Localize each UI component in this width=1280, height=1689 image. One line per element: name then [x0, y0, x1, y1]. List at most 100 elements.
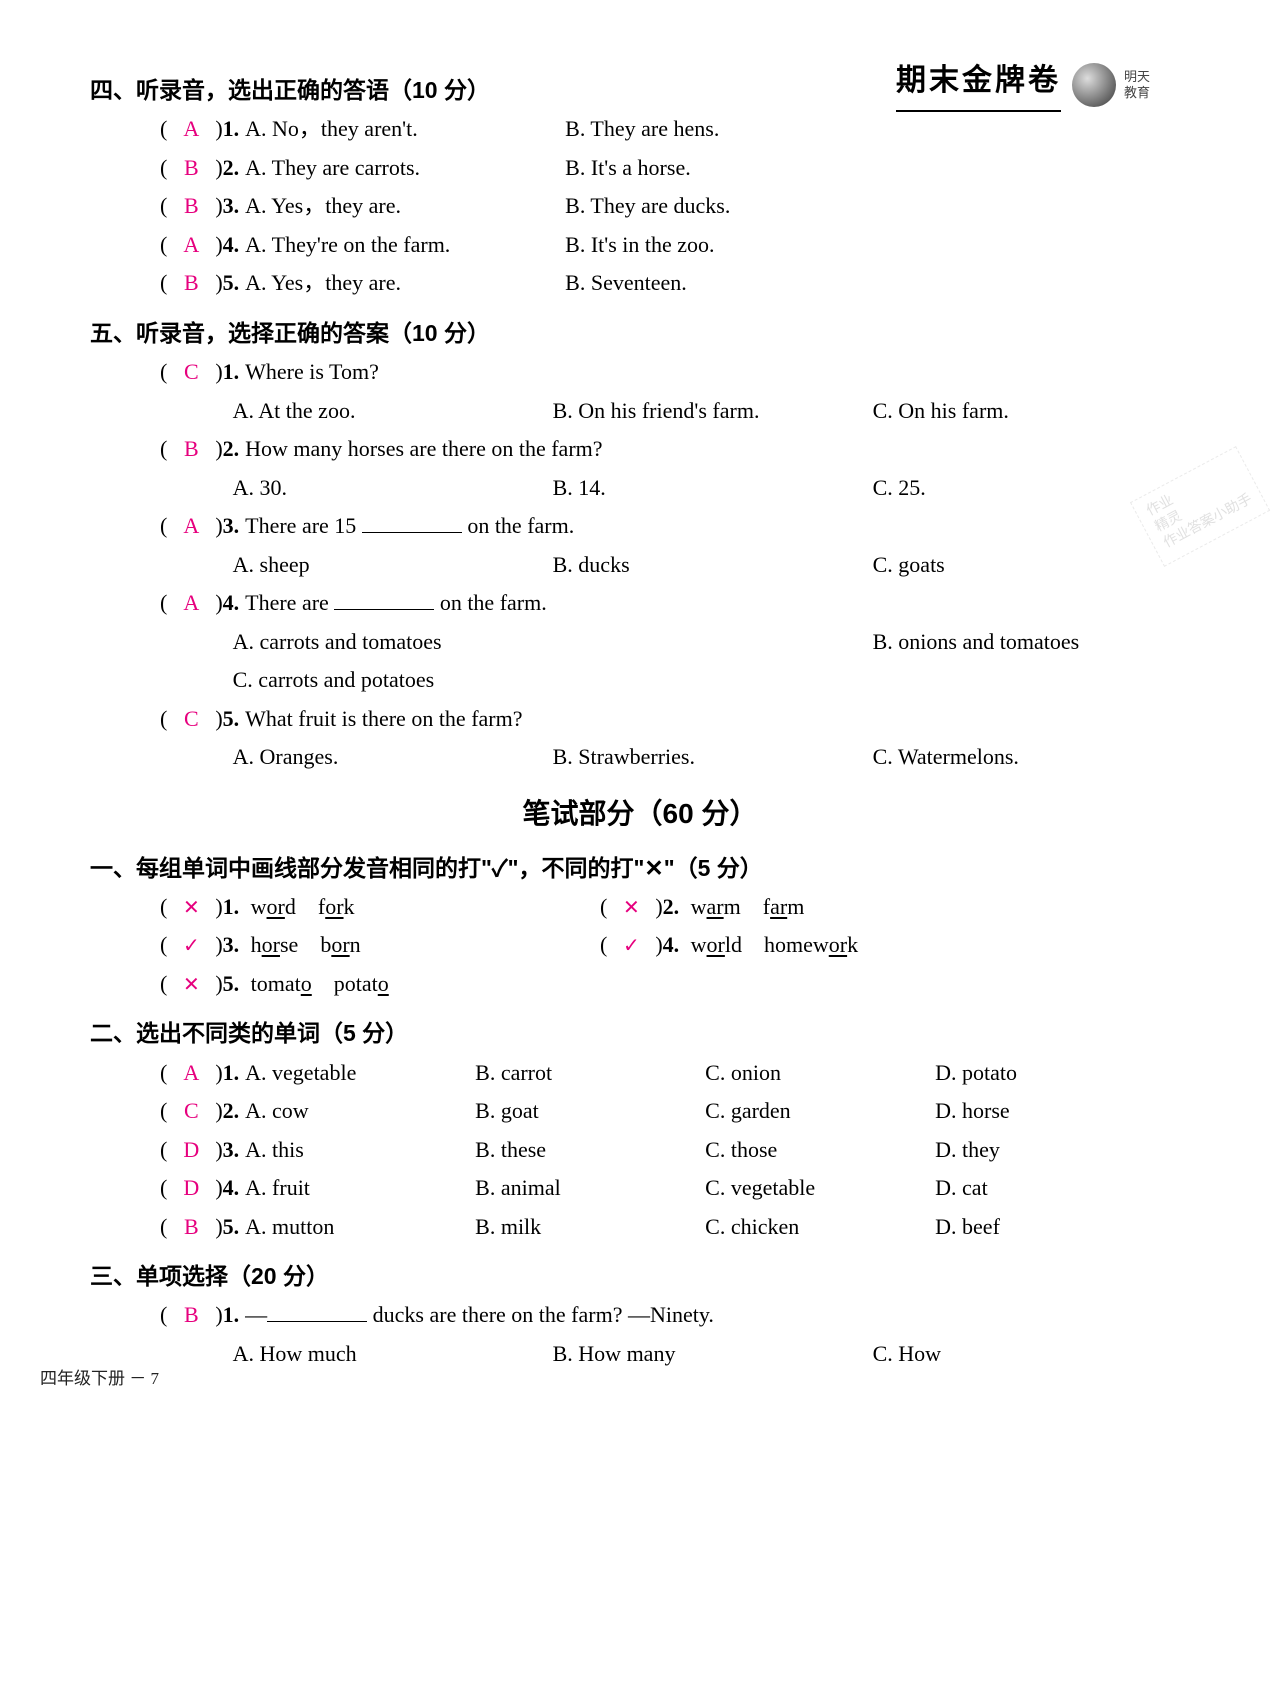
- answer: A: [178, 584, 204, 623]
- answer: C: [178, 1092, 204, 1131]
- blank: [362, 511, 462, 533]
- question-number: 2.: [663, 894, 680, 919]
- section5-list: ( C )1.Where is Tom?( A )1.A. At the zoo…: [90, 353, 1190, 777]
- option-c: C. those: [705, 1131, 935, 1170]
- paren: (: [160, 700, 178, 739]
- cross-icon: ✕: [623, 897, 640, 919]
- answer: ✕: [618, 888, 644, 927]
- paren: (: [160, 149, 178, 188]
- option-d: D. potato: [935, 1054, 1165, 1093]
- list-item: ( D )4.A. fruitB. animalC. vegetableD. c…: [90, 1169, 1190, 1208]
- options: A. sheepB. ducksC. goats: [233, 546, 1193, 585]
- brand-logo-dot: [1072, 63, 1116, 107]
- list-item: ( A )1.A. vegetableB. carrotC. onionD. p…: [90, 1054, 1190, 1093]
- list-item: ( ✕ )5. tomato potato: [90, 965, 1190, 1004]
- paren: ): [204, 1092, 222, 1131]
- answer: ✕: [178, 888, 204, 927]
- paren: ): [204, 110, 222, 149]
- option-b: B. They are hens.: [565, 110, 885, 149]
- brand-sub2: 教育: [1124, 85, 1150, 100]
- list-item: ( A )1.A. No，they aren't.B. They are hen…: [90, 110, 1190, 149]
- option-b: B. Strawberries.: [553, 738, 873, 777]
- paren: (: [160, 1131, 178, 1170]
- pair-left: ( ✓ )3. horse born: [160, 926, 600, 965]
- options: A. They're on the farm.B. It's in the zo…: [245, 226, 1190, 265]
- option-b: B. It's a horse.: [565, 149, 885, 188]
- list-item: ( C )5.What fruit is there on the farm?: [90, 700, 1190, 739]
- option-a: A. mutton: [245, 1208, 475, 1247]
- paren: (: [160, 353, 178, 392]
- blank: [267, 1300, 367, 1322]
- pair-left: ( ✕ )1. word fork: [160, 888, 600, 927]
- w3-list: ( B )1.— ducks are there on the farm? —N…: [90, 1296, 1190, 1373]
- question-text: — ducks are there on the farm? —Ninety.: [245, 1296, 1190, 1335]
- paren: ): [204, 700, 222, 739]
- option-b: B. 14.: [553, 469, 873, 508]
- paren: (: [160, 264, 178, 303]
- answer: B: [178, 430, 204, 469]
- answer: A: [178, 110, 204, 149]
- paren: ): [204, 1131, 222, 1170]
- answer: B: [178, 1296, 204, 1335]
- word2: fork: [318, 894, 355, 919]
- option-a: A. sheep: [233, 546, 553, 585]
- answer: ✓: [618, 926, 644, 965]
- list-item: ( ✓ )3. horse born( ✓ )4. world homework: [90, 926, 1190, 965]
- option-c: C. On his farm.: [873, 392, 1193, 431]
- question-number: 1.: [223, 1054, 240, 1093]
- answer: ✓: [178, 926, 204, 965]
- brand-title: 期末金牌卷: [896, 55, 1061, 112]
- question-number: 3.: [223, 507, 240, 546]
- paren: ): [204, 264, 222, 303]
- option-a: A. 30.: [233, 469, 553, 508]
- paren: ): [204, 971, 222, 996]
- options: A. 30.B. 14.C. 25.: [233, 469, 1193, 508]
- list-item: ( B )3.A. Yes，they are.B. They are ducks…: [90, 187, 1190, 226]
- options: A. muttonB. milkC. chickenD. beef: [245, 1208, 1190, 1247]
- word1: tomato: [251, 971, 312, 996]
- answer: B: [178, 187, 204, 226]
- paren: ): [204, 430, 222, 469]
- option-a: A. Yes，they are.: [245, 187, 565, 226]
- list-item: ( B )2.A. They are carrots.B. It's a hor…: [90, 149, 1190, 188]
- question-number: 3.: [223, 932, 240, 957]
- word2: farm: [763, 894, 805, 919]
- paren: ): [204, 1054, 222, 1093]
- paren: ): [204, 1208, 222, 1247]
- question-text: There are 15 on the farm.: [245, 507, 1190, 546]
- option-c: C. goats: [873, 546, 1193, 585]
- answer: B: [178, 264, 204, 303]
- option-row: ( A )1.C. carrots and potatoes: [90, 661, 1190, 700]
- question-number: 4.: [223, 1169, 240, 1208]
- brand-header: 期末金牌卷 明天 教育: [896, 55, 1150, 112]
- option-row: ( A )1.A. Oranges.B. Strawberries.C. Wat…: [90, 738, 1190, 777]
- option-row: ( A )1.A. At the zoo.B. On his friend's …: [90, 392, 1190, 431]
- brand-sub1: 明天: [1124, 69, 1150, 84]
- check-icon: ✓: [623, 935, 640, 957]
- word2: born: [320, 932, 360, 957]
- word2: potato: [334, 971, 389, 996]
- cross-icon: ✕: [183, 974, 200, 996]
- option-a: A. carrots and tomatoes: [233, 623, 553, 662]
- option-a: A. fruit: [245, 1169, 475, 1208]
- answer: A: [178, 226, 204, 265]
- paren: (: [160, 971, 178, 996]
- options: A. carrots and tomatoesB. onions and tom…: [233, 623, 1193, 662]
- option-c: C. How: [873, 1335, 1193, 1374]
- option-row: ( A )1.A. How muchB. How manyC. How: [90, 1335, 1190, 1374]
- options: A. Oranges.B. Strawberries.C. Watermelon…: [233, 738, 1193, 777]
- question-number: 1.: [223, 1296, 240, 1335]
- brand-sub: 明天 教育: [1124, 69, 1150, 100]
- answer: D: [178, 1169, 204, 1208]
- pair-left: ( ✕ )5. tomato potato: [160, 965, 600, 1004]
- paren: (: [600, 894, 618, 919]
- question-text: How many horses are there on the farm?: [245, 430, 1190, 469]
- answer: A: [178, 1054, 204, 1093]
- w1-title: 一、每组单词中画线部分发音相同的打"✓"，不同的打"✕"（5 分）: [90, 848, 1190, 888]
- options: A. No，they aren't.B. They are hens.: [245, 110, 1190, 149]
- question-number: 5.: [223, 971, 240, 996]
- word1: word: [251, 894, 296, 919]
- option-b: B. these: [475, 1131, 705, 1170]
- paren: (: [160, 1296, 178, 1335]
- word1: horse: [251, 932, 299, 957]
